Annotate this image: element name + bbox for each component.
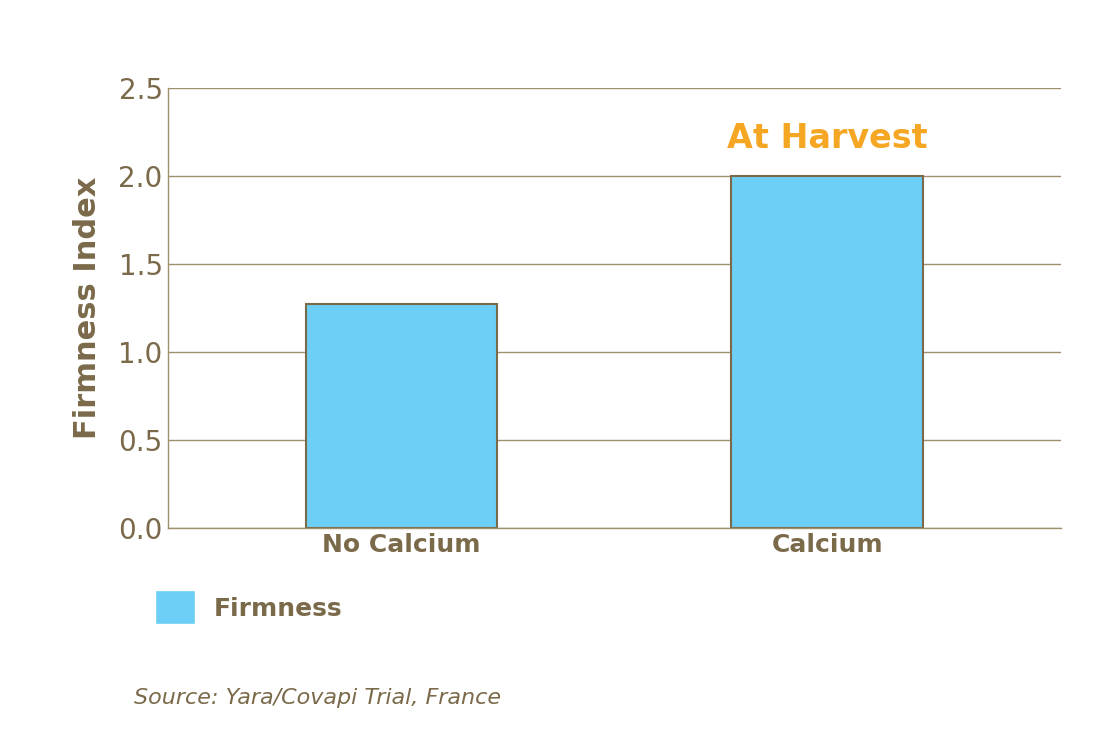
Bar <box>306 304 497 528</box>
Text: Source: Yara/Covapi Trial, France: Source: Yara/Covapi Trial, France <box>134 688 502 707</box>
Bar <box>732 176 923 528</box>
Legend: Firmness: Firmness <box>146 582 353 633</box>
Y-axis label: Firmness Index: Firmness Index <box>73 177 102 439</box>
Text: At Harvest: At Harvest <box>727 122 927 155</box>
